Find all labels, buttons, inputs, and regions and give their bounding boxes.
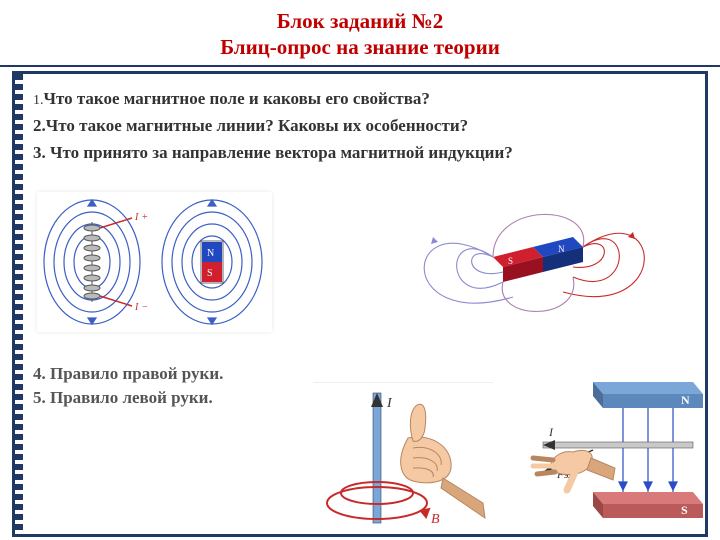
svg-text:S: S [207,268,213,279]
q1-text: Что такое магнитное поле и каковы его св… [44,89,430,108]
left-stripe [15,74,23,534]
svg-text:I: I [134,302,139,313]
svg-text:N: N [558,244,565,254]
slide-title: Блок заданий №2 Блиц-опрос на знание тео… [0,0,720,65]
slide: Блок заданий №2 Блиц-опрос на знание тео… [0,0,720,540]
content-frame: 1.Что такое магнитное поле и каковы его … [12,71,708,537]
figure-left-hand-rule: N S [503,372,703,532]
svg-text:B: B [431,512,440,527]
figure-row-2: I B [33,382,693,512]
figure-solenoid-and-bar-magnet: I + I − [37,192,272,332]
question-2: 2.Что такое магнитные линии? Каковы их о… [33,115,691,136]
question-3: 3. Что принято за направление вектора ма… [33,142,691,163]
q1-number: 1. [33,93,44,108]
title-line-2: Блиц-опрос на знание теории [220,35,500,59]
svg-text:−: − [142,302,148,313]
svg-text:S: S [508,256,513,266]
figure-row-1: I + I − [33,192,693,332]
figure-right-hand-rule: I B [313,382,493,533]
title-underline [0,65,720,67]
content-area: 1.Что такое магнитное поле и каковы его … [29,82,697,526]
svg-text:I: I [134,212,139,223]
title-line-1: Блок заданий №2 [277,9,443,33]
svg-text:+: + [142,212,148,223]
question-1: 1.Что такое магнитное поле и каковы его … [33,88,691,110]
svg-text:N: N [207,248,214,259]
svg-text:S: S [681,503,688,517]
figure-bar-magnet-3d: S N [373,182,673,342]
svg-text:N: N [681,393,690,407]
